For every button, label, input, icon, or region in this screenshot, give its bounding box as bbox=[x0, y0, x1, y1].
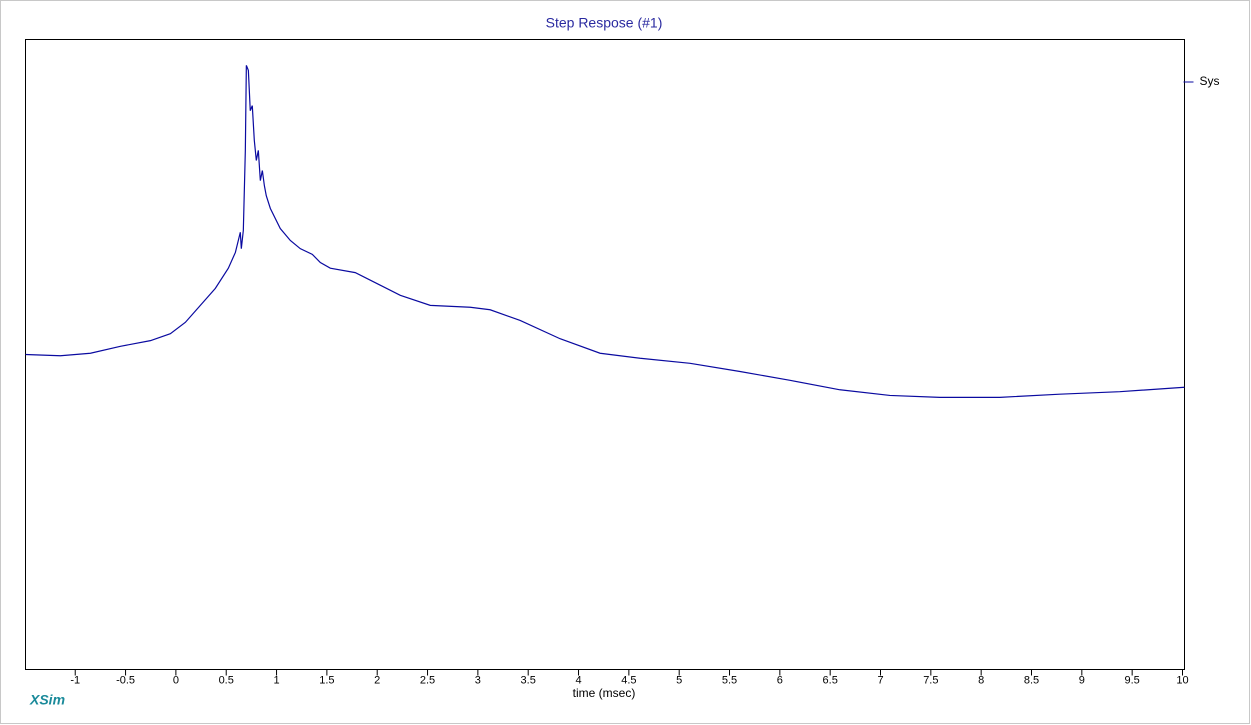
x-tick-label: 4.5 bbox=[621, 674, 636, 686]
x-tick-label: 9 bbox=[1079, 674, 1085, 686]
x-tick-label: 3 bbox=[475, 674, 481, 686]
x-axis-label: time (msec) bbox=[573, 686, 636, 700]
x-tick-label: 7.5 bbox=[923, 674, 938, 686]
x-tick-label: -0.5 bbox=[116, 674, 135, 686]
x-tick-label: 8.5 bbox=[1024, 674, 1039, 686]
data-line bbox=[25, 65, 1185, 398]
x-tick-label: 6.5 bbox=[823, 674, 838, 686]
x-tick-label: -1 bbox=[70, 674, 80, 686]
x-tick-label: 8 bbox=[978, 674, 984, 686]
x-tick-label: 7 bbox=[877, 674, 883, 686]
x-tick-label: 5.5 bbox=[722, 674, 737, 686]
x-tick-label: 10 bbox=[1176, 674, 1188, 686]
x-tick-label: 2 bbox=[374, 674, 380, 686]
x-tick-label: 6 bbox=[777, 674, 783, 686]
x-tick-label: 0.5 bbox=[219, 674, 234, 686]
x-tick-label: 1.5 bbox=[319, 674, 334, 686]
chart-title: Step Respose (#1) bbox=[546, 15, 663, 31]
x-tick-label: 2.5 bbox=[420, 674, 435, 686]
x-tick-label: 4 bbox=[575, 674, 581, 686]
legend-label: Sys bbox=[1200, 74, 1220, 88]
x-tick-label: 0 bbox=[173, 674, 179, 686]
x-tick-label: 3.5 bbox=[521, 674, 536, 686]
x-tick-label: 5 bbox=[676, 674, 682, 686]
x-tick-label: 1 bbox=[273, 674, 279, 686]
x-tick-label: 9.5 bbox=[1125, 674, 1140, 686]
watermark: XSim bbox=[29, 692, 65, 708]
